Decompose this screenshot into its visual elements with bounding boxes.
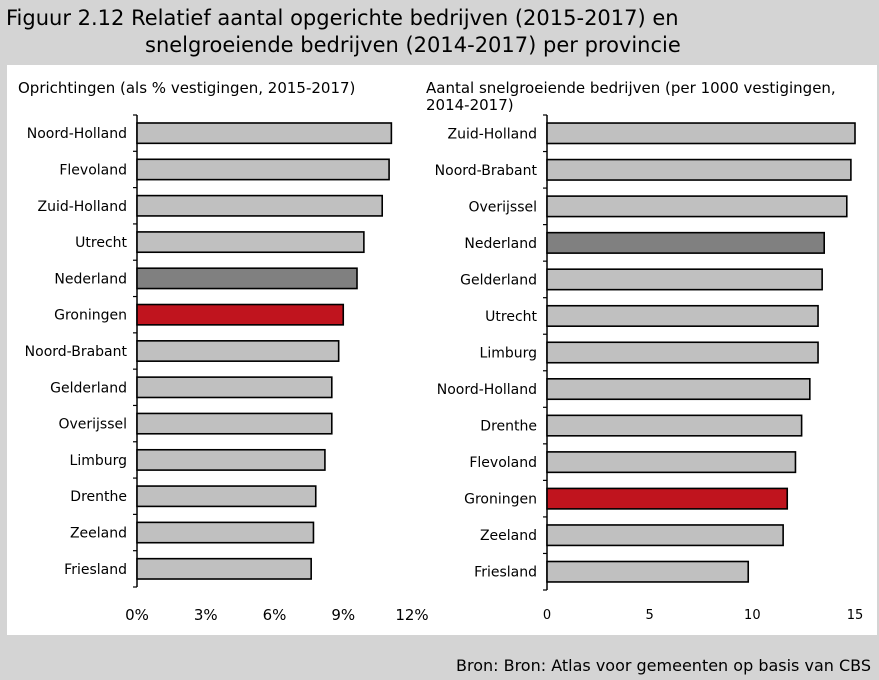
chart-oprichtingen: Oprichtingen (als % vestigingen, 2015-20… [18, 79, 429, 624]
bar-groningen [546, 487, 789, 510]
bar-flevoland [136, 158, 390, 181]
category-label-overijssel: Overijssel [468, 199, 537, 215]
chart-title-oprichtingen: Oprichtingen (als % vestigingen, 2015-20… [18, 79, 355, 97]
category-label-nederland: Nederland [54, 271, 127, 287]
x-tick-label: 12% [395, 606, 428, 624]
x-tick-label: 10 [744, 608, 761, 623]
category-label-friesland: Friesland [64, 562, 127, 578]
x-tick-label: 3% [194, 606, 218, 624]
category-label-limburg: Limburg [70, 453, 127, 469]
category-label-noord-holland: Noord-Holland [27, 126, 127, 142]
category-label-limburg: Limburg [480, 346, 537, 362]
x-tick-label: 15 [847, 608, 864, 623]
bar-groningen [136, 303, 345, 326]
bar-noord-holland [546, 378, 811, 401]
category-label-zeeland: Zeeland [70, 526, 127, 542]
x-tick-label: 9% [331, 606, 355, 624]
chart-title-snelgroeiende-line-2: 2014-2017) [426, 96, 514, 114]
category-label-nederland: Nederland [464, 236, 537, 252]
category-label-utrecht: Utrecht [75, 235, 127, 251]
bar-zuid-holland [136, 194, 384, 217]
category-label-zuid-holland: Zuid-Holland [37, 199, 127, 215]
bar-friesland [546, 560, 750, 583]
category-label-noord-brabant: Noord-Brabant [25, 344, 128, 360]
figure-title: Figuur 2.12 Relatief aantal opgerichte b… [0, 0, 879, 60]
bar-gelderland [546, 268, 823, 291]
bar-nederland [136, 267, 358, 290]
bar-noord-brabant [546, 158, 852, 181]
x-tick-label: 6% [263, 606, 287, 624]
category-label-zuid-holland: Zuid-Holland [447, 126, 537, 142]
bar-drenthe [546, 414, 803, 437]
category-label-drenthe: Drenthe [70, 489, 127, 505]
bar-utrecht [136, 231, 365, 254]
category-label-groningen: Groningen [54, 308, 127, 324]
figure-title-line-1: Figuur 2.12 Relatief aantal opgerichte b… [6, 6, 679, 30]
category-label-drenthe: Drenthe [480, 419, 537, 435]
category-label-gelderland: Gelderland [460, 272, 537, 288]
source-note: Bron: Bron: Atlas voor gemeenten op basi… [455, 656, 871, 675]
category-label-zeeland: Zeeland [480, 528, 537, 544]
bar-limburg [136, 448, 326, 471]
category-label-flevoland: Flevoland [59, 162, 127, 178]
chart-snelgroeiende: Aantal snelgroeiende bedrijven (per 1000… [426, 79, 863, 623]
bar-utrecht [546, 304, 819, 327]
x-tick-label: 5 [646, 608, 654, 623]
bar-noord-holland [136, 122, 393, 145]
category-label-groningen: Groningen [464, 492, 537, 508]
category-label-utrecht: Utrecht [485, 309, 537, 325]
category-label-overijssel: Overijssel [58, 417, 127, 433]
x-tick-label: 0 [543, 608, 551, 623]
figure-title-line-2: snelgroeiende bedrijven (2014-2017) per … [145, 33, 681, 57]
category-label-noord-holland: Noord-Holland [437, 382, 537, 398]
category-label-noord-brabant: Noord-Brabant [435, 163, 538, 179]
category-label-flevoland: Flevoland [469, 455, 537, 471]
bar-zeeland [136, 521, 315, 544]
bar-noord-brabant [136, 340, 340, 362]
bar-gelderland [136, 376, 333, 399]
bar-drenthe [136, 485, 317, 508]
bar-overijssel [136, 412, 333, 435]
bar-limburg [546, 341, 819, 364]
bar-zuid-holland [546, 122, 856, 145]
bar-zeeland [546, 524, 784, 547]
bar-nederland [546, 231, 826, 254]
category-label-friesland: Friesland [474, 565, 537, 581]
x-tick-label: 0% [125, 606, 149, 624]
bar-overijssel [546, 195, 848, 218]
bar-friesland [136, 557, 312, 580]
chart-title-snelgroeiende-line-1: Aantal snelgroeiende bedrijven (per 1000… [426, 79, 836, 97]
bar-flevoland [546, 451, 797, 474]
category-label-gelderland: Gelderland [50, 380, 127, 396]
